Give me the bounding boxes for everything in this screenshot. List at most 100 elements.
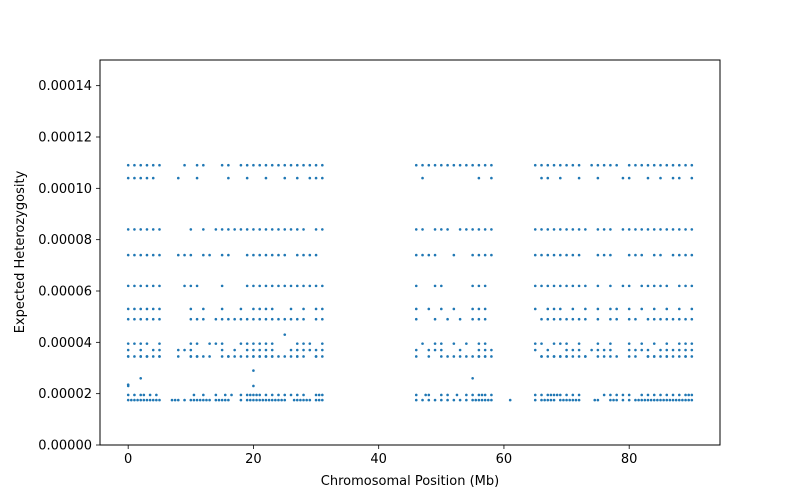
data-point xyxy=(314,176,318,180)
data-point xyxy=(596,348,600,352)
data-point xyxy=(145,228,149,231)
data-point xyxy=(261,398,265,402)
data-point xyxy=(239,393,243,397)
data-point xyxy=(433,228,437,231)
data-point xyxy=(183,284,186,288)
data-point xyxy=(151,307,155,311)
data-point xyxy=(674,398,678,402)
data-point xyxy=(602,163,606,167)
data-point xyxy=(571,355,575,358)
data-point xyxy=(690,253,694,257)
data-point xyxy=(596,342,600,345)
data-point xyxy=(414,253,418,257)
data-point xyxy=(433,398,437,402)
data-point xyxy=(295,317,299,321)
data-point xyxy=(133,317,136,321)
data-point xyxy=(571,398,575,402)
data-point xyxy=(533,228,537,231)
data-point xyxy=(245,398,249,402)
data-point xyxy=(233,317,236,321)
data-point xyxy=(139,342,143,345)
data-point xyxy=(308,284,312,288)
data-point xyxy=(477,253,481,257)
data-point xyxy=(552,398,556,402)
data-point xyxy=(189,228,193,231)
data-point xyxy=(609,163,612,167)
data-point xyxy=(677,317,681,321)
data-point xyxy=(690,228,694,231)
y-tick-label: 0.00006 xyxy=(38,285,92,300)
data-point xyxy=(559,398,562,402)
data-point xyxy=(627,253,631,257)
data-point xyxy=(634,348,637,352)
data-point xyxy=(133,253,136,257)
data-point xyxy=(145,253,149,257)
data-point xyxy=(671,163,675,167)
data-point xyxy=(158,342,161,345)
data-point xyxy=(690,163,694,167)
data-point xyxy=(270,342,274,345)
data-point xyxy=(640,163,644,167)
data-point xyxy=(270,317,274,321)
data-point xyxy=(133,398,136,402)
data-point xyxy=(252,342,255,345)
data-point xyxy=(155,398,158,402)
data-point xyxy=(659,176,662,180)
y-axis-label: Expected Heterozygosity xyxy=(13,170,28,333)
data-point xyxy=(133,228,136,231)
data-point xyxy=(609,253,612,257)
data-point xyxy=(671,348,675,352)
data-point xyxy=(252,384,255,388)
data-point xyxy=(446,163,449,167)
data-point xyxy=(490,176,493,180)
data-point xyxy=(480,393,484,397)
data-point xyxy=(640,284,644,288)
data-point xyxy=(609,342,612,345)
data-point xyxy=(596,284,600,288)
data-point xyxy=(665,342,669,345)
data-point xyxy=(533,398,537,402)
data-point xyxy=(546,176,550,180)
data-point xyxy=(289,393,293,397)
y-tick-label: 0.00002 xyxy=(38,387,92,402)
data-point xyxy=(227,163,230,167)
data-point xyxy=(264,163,268,167)
data-point xyxy=(477,228,481,231)
data-point xyxy=(277,253,280,257)
data-point xyxy=(552,393,556,397)
data-point xyxy=(671,393,675,397)
data-point xyxy=(508,398,512,402)
data-point xyxy=(565,342,568,345)
data-point xyxy=(421,228,424,231)
data-point xyxy=(555,393,559,397)
data-point xyxy=(540,398,543,402)
data-point xyxy=(559,355,562,358)
data-point xyxy=(471,284,474,288)
data-point xyxy=(158,355,161,358)
data-point xyxy=(249,393,252,397)
data-point xyxy=(308,398,312,402)
data-point xyxy=(546,307,550,311)
data-point xyxy=(220,163,224,167)
data-point xyxy=(446,317,449,321)
data-point xyxy=(239,307,243,311)
data-point xyxy=(195,176,199,180)
data-point xyxy=(552,228,556,231)
data-point xyxy=(227,317,230,321)
data-point xyxy=(258,228,262,231)
data-point xyxy=(471,376,474,380)
data-point xyxy=(490,398,493,402)
data-point xyxy=(596,228,600,231)
data-point xyxy=(133,284,136,288)
data-point xyxy=(170,398,174,402)
data-point xyxy=(483,393,487,397)
data-point xyxy=(559,307,562,311)
data-point xyxy=(602,355,606,358)
data-point xyxy=(546,348,550,352)
data-point xyxy=(202,307,205,311)
data-point xyxy=(634,163,637,167)
data-point xyxy=(483,355,487,358)
data-point xyxy=(690,284,694,288)
data-point xyxy=(302,253,305,257)
